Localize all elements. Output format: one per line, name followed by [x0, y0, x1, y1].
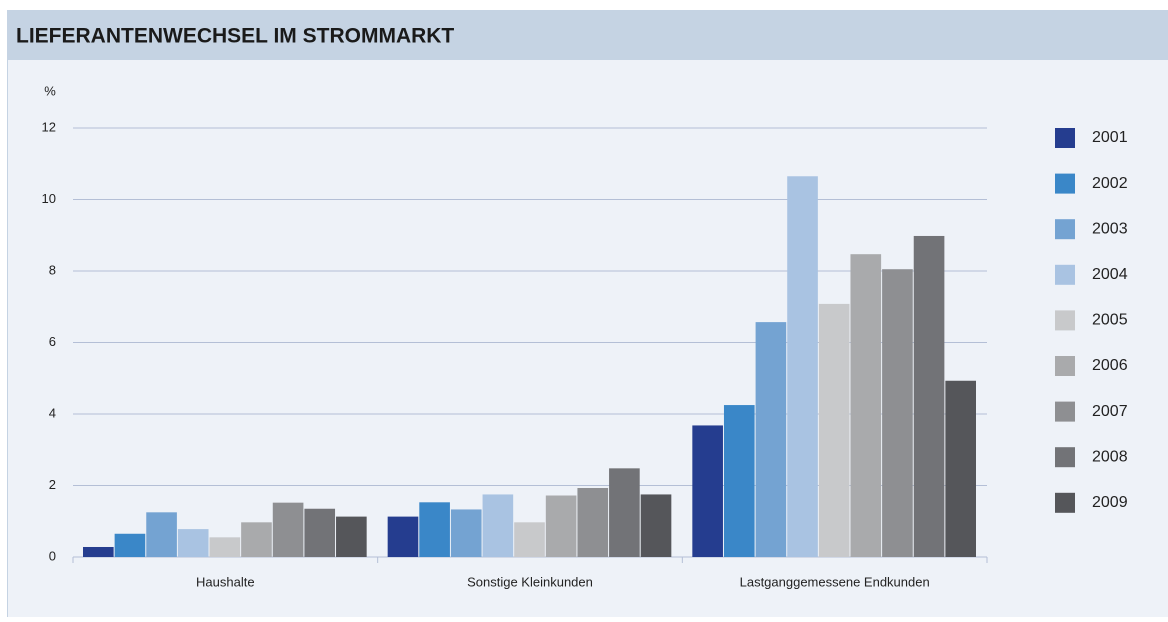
bar — [692, 425, 723, 557]
bar — [304, 508, 336, 557]
bar — [850, 254, 882, 557]
x-tick-label: Haushalte — [196, 574, 255, 589]
bar — [83, 546, 114, 557]
bar — [387, 516, 419, 557]
legend-label: 2001 — [1092, 129, 1128, 146]
legend-swatch — [1055, 219, 1075, 240]
y-tick-label: 2 — [49, 477, 56, 492]
bar — [818, 303, 850, 557]
y-tick-label: 12 — [42, 119, 56, 134]
y-axis-label: % — [44, 83, 56, 98]
legend-label: 2005 — [1092, 312, 1128, 329]
x-tick-label: Sonstige Kleinkunden — [467, 574, 593, 589]
legend-swatch — [1055, 356, 1075, 376]
legend-swatch — [1055, 128, 1075, 148]
legend-label: 2007 — [1092, 403, 1128, 420]
bar — [419, 502, 450, 557]
legend-label: 2003 — [1092, 220, 1128, 237]
legend-label: 2008 — [1092, 448, 1128, 465]
legend-swatch — [1055, 492, 1075, 513]
legend-label: 2002 — [1092, 175, 1128, 192]
bar — [241, 522, 272, 557]
bar — [482, 494, 514, 557]
legend-swatch — [1055, 310, 1075, 331]
bar — [450, 509, 482, 557]
bar — [882, 269, 913, 557]
legend-swatch — [1055, 447, 1075, 468]
bar — [945, 380, 976, 557]
legend-label: 2004 — [1092, 266, 1128, 283]
bar — [609, 468, 640, 557]
y-tick-label: 8 — [49, 262, 56, 277]
bar — [146, 512, 177, 557]
bar — [913, 235, 945, 557]
legend-label: 2009 — [1092, 494, 1128, 511]
bar — [209, 537, 241, 557]
x-tick-label: Lastganggemessene Endkunden — [740, 574, 930, 589]
legend-label: 2006 — [1092, 357, 1128, 374]
chart-title: LIEFERANTENWECHSEL IM STROMMARKT — [16, 25, 454, 48]
bar — [177, 529, 209, 557]
bar — [114, 533, 146, 557]
legend-swatch — [1055, 264, 1075, 285]
header-band — [7, 10, 1168, 60]
bar — [577, 488, 609, 557]
legend-swatch — [1055, 173, 1075, 194]
bar — [336, 516, 367, 557]
bar — [545, 495, 577, 557]
bar — [723, 405, 755, 557]
bar — [755, 322, 787, 557]
bar — [787, 176, 818, 557]
legend-swatch — [1055, 401, 1075, 422]
y-tick-label: 4 — [49, 405, 56, 420]
y-tick-label: 6 — [49, 334, 56, 349]
y-tick-label: 10 — [42, 191, 56, 206]
bar — [272, 502, 304, 557]
y-tick-label: 0 — [49, 548, 56, 563]
bar — [640, 494, 672, 557]
bar — [514, 522, 545, 557]
